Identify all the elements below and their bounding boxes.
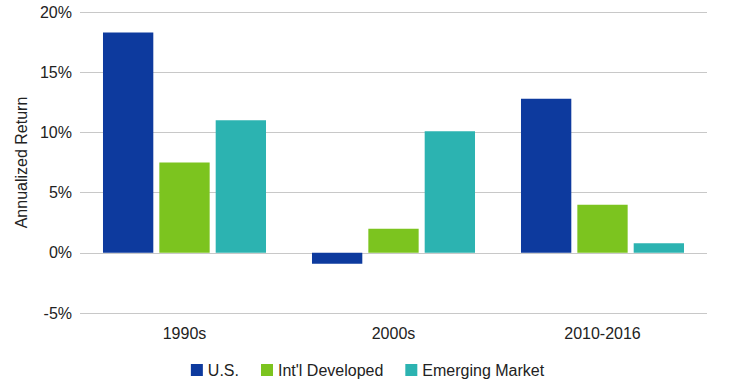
svg-text:10%: 10% [40,124,72,141]
svg-text:Int'l Developed: Int'l Developed [278,362,383,379]
svg-text:15%: 15% [40,64,72,81]
svg-text:5%: 5% [49,184,72,201]
svg-text:2010-2016: 2010-2016 [564,325,641,342]
svg-text:2000s: 2000s [372,325,416,342]
svg-text:20%: 20% [40,4,72,21]
svg-text:-5%: -5% [44,305,72,322]
svg-text:Emerging Market: Emerging Market [422,362,544,379]
svg-text:Annualized Return: Annualized Return [13,97,30,229]
svg-text:U.S.: U.S. [208,362,239,379]
svg-text:1990s: 1990s [163,325,207,342]
svg-text:0%: 0% [49,244,72,261]
